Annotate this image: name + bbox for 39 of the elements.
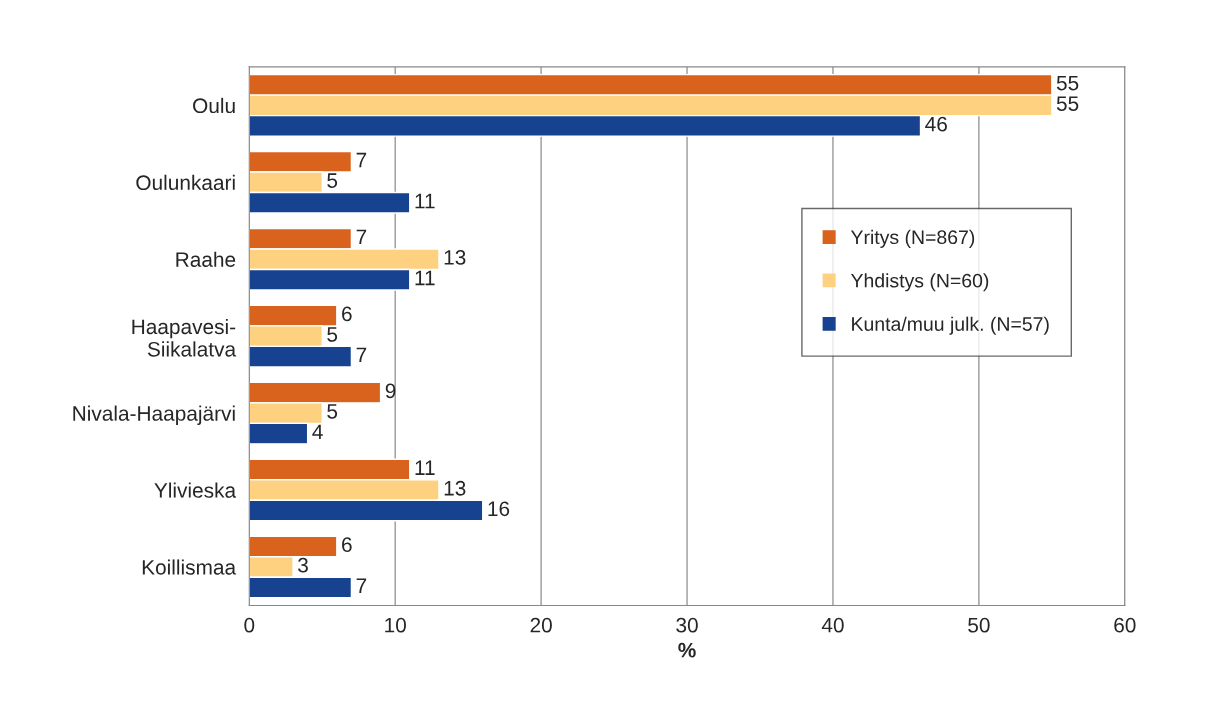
data-label: 4 <box>312 424 323 439</box>
data-label: 11 <box>415 193 435 209</box>
y-tick-label: Ylivieska <box>154 482 237 498</box>
data-label: 5 <box>327 327 338 342</box>
data-label: 6 <box>342 537 352 553</box>
y-tick-label: Raahe <box>176 251 236 267</box>
x-tick-label: 10 <box>385 617 406 633</box>
data-label: 3 <box>298 557 308 573</box>
y-tick-label: Oulu <box>193 97 235 114</box>
y-tick-label: Oulunkaari <box>136 174 235 191</box>
x-tick-label: 40 <box>821 617 844 633</box>
data-label: 9 <box>385 383 396 399</box>
data-label: 6 <box>342 306 352 322</box>
y-tick-label: Koillismaa <box>142 559 237 575</box>
data-label: 55 <box>1056 96 1079 111</box>
data-label: 5 <box>327 173 338 188</box>
data-label: 55 <box>1056 75 1079 91</box>
data-label: 7 <box>356 152 367 168</box>
y-tick-label: Nivala-Haapajärvi <box>73 405 235 425</box>
legend-label: Yritys (N=867) <box>850 229 975 248</box>
data-label: 7 <box>356 578 367 593</box>
data-label: 7 <box>356 347 367 363</box>
x-tick-label: 60 <box>1114 617 1136 633</box>
x-tick-label: 20 <box>530 617 552 633</box>
x-tick-label: 50 <box>968 617 990 633</box>
legend-label: Kunta/muu julk. (N=57) <box>852 316 1049 335</box>
x-tick-label: 0 <box>244 617 255 633</box>
data-label: 13 <box>444 480 466 496</box>
data-label: 46 <box>925 116 947 132</box>
legend-label: Yhdistys (N=60) <box>850 273 989 292</box>
data-label: 11 <box>415 270 435 286</box>
x-tick-label: 30 <box>676 617 698 633</box>
data-label: 13 <box>444 250 466 265</box>
data-label: 7 <box>356 229 367 245</box>
x-axis-title: % <box>678 642 696 658</box>
data-label: 16 <box>488 501 510 517</box>
data-label: 11 <box>415 460 435 475</box>
y-tick-label: Haapavesi- Siikalatva <box>132 318 237 357</box>
data-label: 5 <box>327 404 338 419</box>
